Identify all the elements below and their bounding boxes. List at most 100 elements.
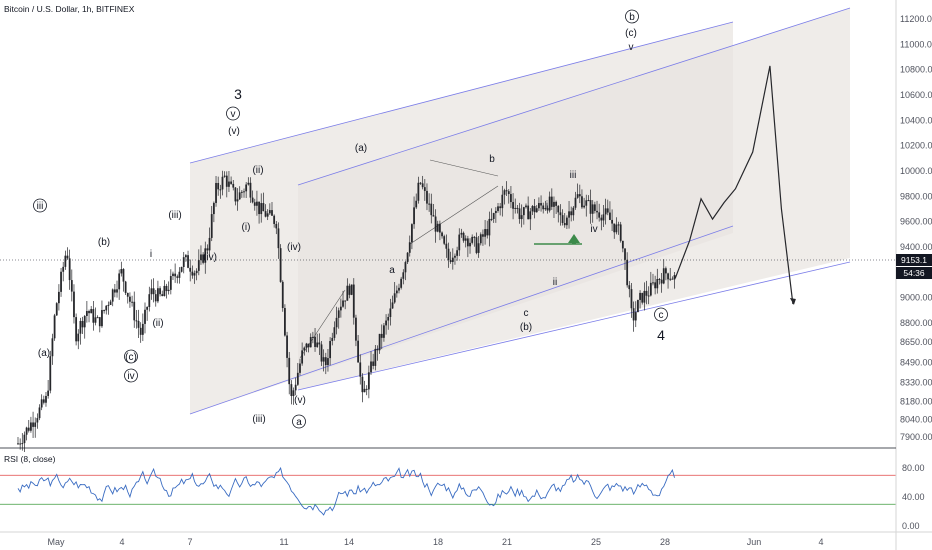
candle-body bbox=[331, 337, 334, 342]
candle-body bbox=[42, 399, 45, 403]
candle-body bbox=[320, 344, 323, 362]
candle-body bbox=[497, 206, 499, 211]
candle-body bbox=[637, 299, 639, 313]
candle-body bbox=[230, 181, 232, 184]
candle-body bbox=[449, 260, 452, 263]
candle-body bbox=[251, 197, 254, 203]
candle-body bbox=[109, 301, 112, 305]
candle-body bbox=[466, 238, 469, 247]
candle-body bbox=[111, 289, 114, 302]
candle-body bbox=[432, 215, 435, 217]
candle-body bbox=[378, 333, 381, 351]
candle-body bbox=[574, 197, 577, 208]
candle-body bbox=[34, 422, 37, 427]
candle-body bbox=[404, 262, 407, 273]
candle-body bbox=[563, 222, 566, 226]
candle-body bbox=[122, 269, 125, 282]
candle-body bbox=[451, 257, 454, 263]
wave-circle bbox=[654, 307, 668, 322]
wave-label: c bbox=[524, 308, 529, 319]
wave-label: (iv) bbox=[287, 242, 301, 253]
candle-body bbox=[290, 384, 293, 396]
candle-body bbox=[266, 213, 269, 217]
candle-body bbox=[380, 333, 383, 338]
candle-body bbox=[400, 278, 403, 288]
candle-body bbox=[62, 266, 65, 272]
candle-body bbox=[518, 208, 521, 220]
candle-body bbox=[596, 210, 598, 213]
candle-body bbox=[182, 257, 185, 267]
candle-body bbox=[279, 248, 282, 282]
candle-body bbox=[469, 242, 471, 247]
candle-body bbox=[129, 296, 131, 302]
candle-body bbox=[49, 356, 52, 391]
time-tick: 28 bbox=[660, 537, 670, 547]
candle-body bbox=[316, 342, 319, 347]
candle-body bbox=[94, 317, 97, 323]
candle-body bbox=[602, 214, 605, 221]
time-tick: 25 bbox=[591, 537, 601, 547]
candle-body bbox=[286, 335, 288, 358]
candle-body bbox=[174, 273, 177, 277]
candle-body bbox=[572, 207, 575, 216]
wave-label: iii bbox=[37, 201, 44, 212]
wave-label: ii bbox=[553, 277, 557, 288]
candle-body bbox=[514, 207, 517, 209]
wave-circle bbox=[292, 414, 306, 429]
candle-body bbox=[148, 294, 151, 308]
candle-body bbox=[421, 183, 424, 188]
time-tick: 21 bbox=[502, 537, 512, 547]
candle-body bbox=[484, 229, 486, 237]
candle-body bbox=[357, 340, 359, 363]
candle-body bbox=[645, 290, 648, 296]
candle-body bbox=[565, 217, 568, 226]
wave-label: (a) bbox=[355, 143, 367, 154]
time-axis[interactable]: May 4 7 11 14 18 21 25 28 Jun 4 bbox=[0, 531, 932, 547]
candle-body bbox=[176, 276, 179, 278]
candle-body bbox=[32, 422, 34, 427]
candle-body bbox=[462, 232, 465, 241]
candle-body bbox=[105, 305, 108, 311]
candle-body bbox=[219, 189, 222, 191]
candle-body bbox=[38, 407, 41, 419]
price-tick: 7900.00 bbox=[900, 432, 932, 442]
price-tick: 10600.00 bbox=[900, 90, 932, 100]
time-tick: 4 bbox=[818, 537, 823, 547]
candle-body bbox=[365, 388, 368, 390]
candle-body bbox=[305, 343, 308, 348]
candle-body bbox=[256, 201, 258, 206]
candle-body bbox=[314, 336, 316, 347]
wave-label: (a) bbox=[38, 348, 50, 359]
candle-body bbox=[434, 216, 437, 232]
candle-body bbox=[172, 273, 174, 277]
candle-body bbox=[652, 282, 654, 284]
candle-body bbox=[107, 304, 110, 306]
candle-body bbox=[423, 187, 426, 191]
price-tick: 8330.00 bbox=[900, 378, 932, 388]
candle-body bbox=[507, 191, 510, 195]
candle-body bbox=[639, 292, 641, 300]
candle-body bbox=[542, 205, 545, 210]
candle-body bbox=[389, 308, 392, 317]
candle-body bbox=[471, 236, 474, 243]
candle-body bbox=[658, 278, 661, 280]
candle-body bbox=[268, 210, 271, 214]
wave-circle bbox=[33, 198, 47, 213]
candle-body bbox=[193, 273, 196, 276]
candle-body bbox=[561, 215, 564, 223]
rsi-tick: 80.00 bbox=[902, 463, 925, 473]
channel-line bbox=[297, 7, 851, 186]
price-tick: 10200.00 bbox=[900, 141, 932, 151]
candle-body bbox=[240, 191, 243, 193]
candle-body bbox=[604, 208, 607, 215]
wave-label: iii bbox=[570, 170, 577, 181]
wave-circle bbox=[625, 9, 639, 24]
wave-circle bbox=[124, 368, 138, 383]
candle-body bbox=[101, 310, 103, 327]
candle-body bbox=[501, 194, 504, 209]
candle-body bbox=[665, 268, 667, 274]
candle-body bbox=[671, 278, 674, 280]
candle-body bbox=[529, 211, 532, 220]
